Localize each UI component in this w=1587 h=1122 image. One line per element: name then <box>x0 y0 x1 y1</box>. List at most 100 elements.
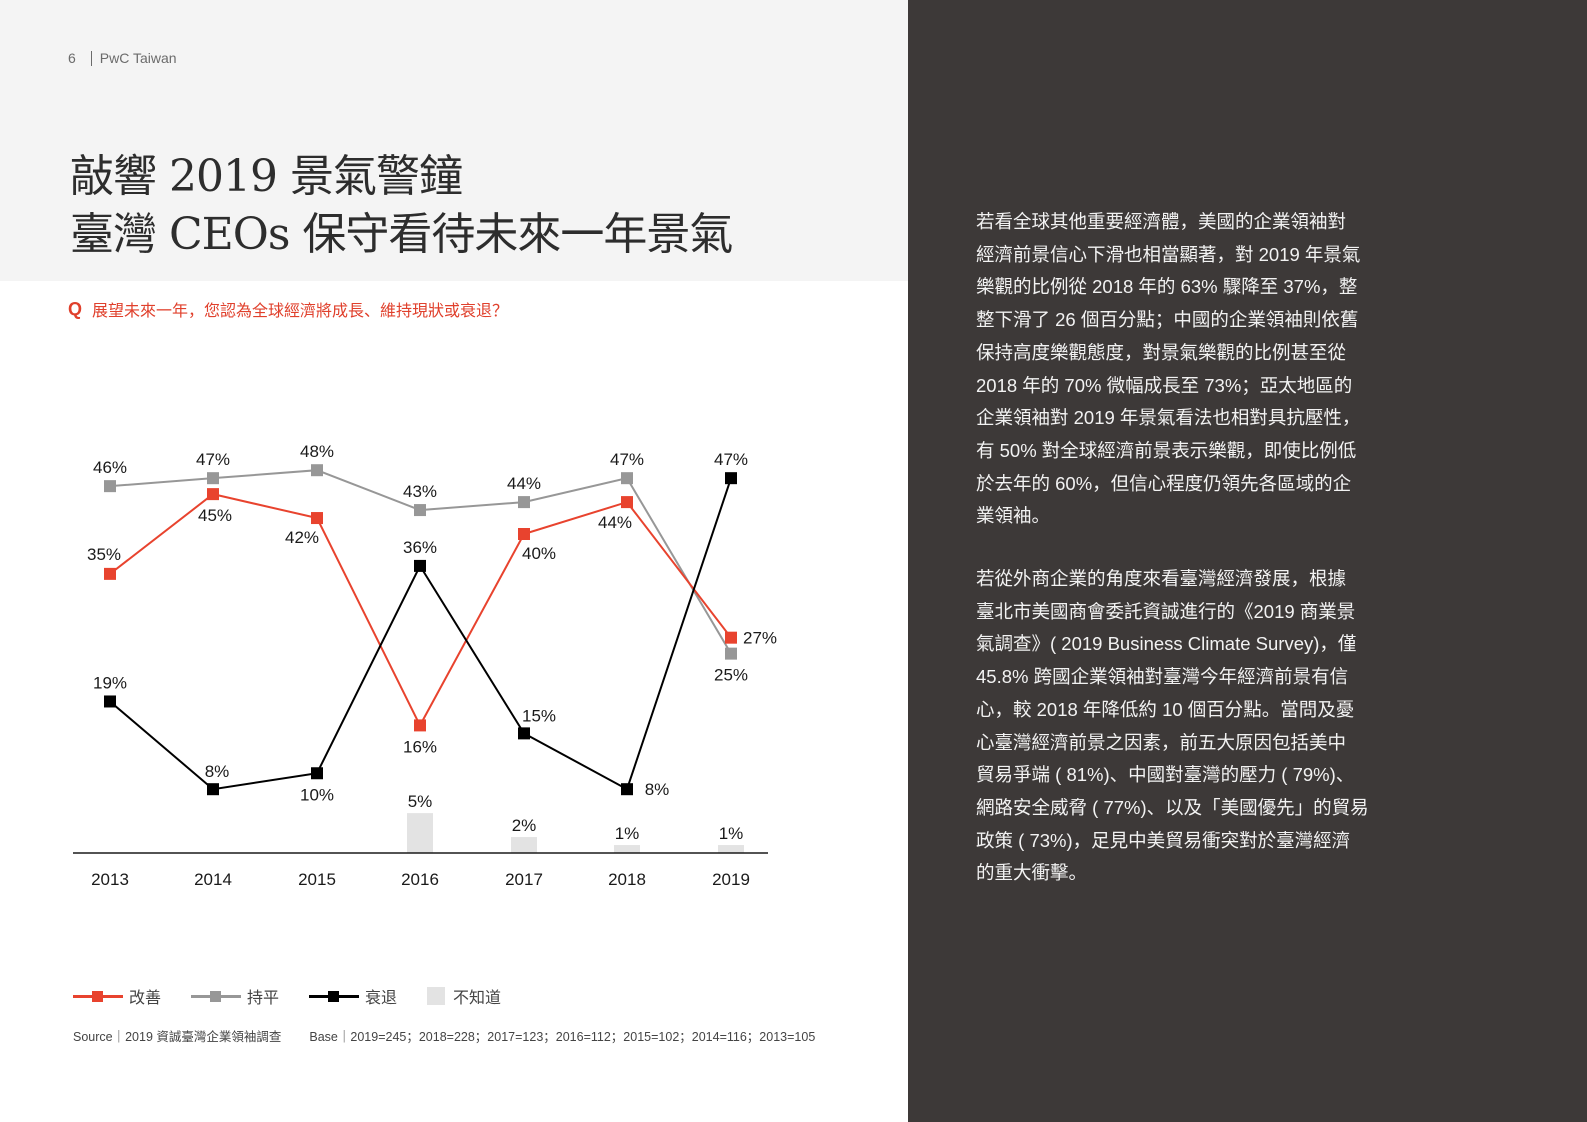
text-line: 整下滑了 26 個百分點；中國的企業領袖則依舊 <box>976 309 1359 331</box>
header-divider <box>90 50 92 66</box>
data-label: 47% <box>196 450 230 469</box>
text-line: 業領袖。 <box>976 505 1051 527</box>
page-number: 6 <box>68 50 76 66</box>
commentary-paragraph-1: 若看全球其他重要經濟體，美國的企業領袖對 經濟前景信心下滑也相當顯著，對 201… <box>976 206 1386 533</box>
data-point-marker <box>518 528 530 540</box>
text-line: 氣調查》( 2019 Business Climate Survey)，僅 <box>976 633 1357 655</box>
chart-legend: 改善 持平 衰退 不知道 <box>73 984 531 1008</box>
data-point-marker <box>725 631 737 644</box>
legend-marker <box>210 991 222 1002</box>
data-point-marker <box>104 480 116 493</box>
legend-item-decline: 衰退 <box>309 984 397 1008</box>
x-tick-label: 2019 <box>712 870 750 889</box>
legend-item-improve: 改善 <box>73 984 161 1008</box>
series-line <box>109 493 732 728</box>
text-line: 企業領袖對 2019 年景氣看法也相對具抗壓性， <box>976 407 1361 429</box>
text-line: 經濟前景信心下滑也相當顯著，對 2019 年景氣 <box>976 243 1361 265</box>
legend-label: 衰退 <box>365 990 398 1007</box>
data-label: 15% <box>522 706 556 725</box>
bar-label: 1% <box>615 824 640 843</box>
legend-item-unknown: 不知道 <box>427 984 501 1008</box>
bar-unknown <box>511 837 537 853</box>
legend-marker <box>328 991 340 1002</box>
data-point-marker <box>518 496 530 509</box>
question-marker: Q <box>68 298 83 319</box>
data-point-marker <box>621 496 633 509</box>
base-label: Base｜2019=245；2018=228；2017=123；2016=112… <box>309 1030 816 1044</box>
title-line-2: 臺灣 CEOs 保守看待未來一年景氣 <box>70 209 733 260</box>
commentary-paragraph-2: 若從外商企業的角度來看臺灣經濟發展，根據 臺北市美國商會委託資誠進行的《2019… <box>976 563 1386 890</box>
x-tick-label: 2016 <box>401 870 439 889</box>
series-line <box>109 469 732 655</box>
data-point-marker <box>311 767 323 780</box>
data-label: 47% <box>714 450 748 469</box>
x-tick-label: 2013 <box>91 870 129 889</box>
data-point-marker <box>725 472 737 485</box>
data-label: 44% <box>598 513 632 532</box>
data-point-marker <box>207 783 219 796</box>
data-point-marker <box>621 472 633 485</box>
text-line: 臺北市美國商會委託資誠進行的《2019 商業景 <box>976 600 1356 622</box>
legend-marker <box>92 991 103 1002</box>
text-line: 2018 年的 70% 微幅成長至 73%；亞太地區的 <box>976 374 1353 396</box>
text-line: 保持高度樂觀態度，對景氣樂觀的比例甚至從 <box>976 341 1347 363</box>
data-point-marker <box>414 559 426 572</box>
data-label: 8% <box>645 780 670 799</box>
legend-label: 改善 <box>129 990 162 1007</box>
data-label: 40% <box>522 544 556 563</box>
text-line: 若看全球其他重要經濟體，美國的企業領袖對 <box>976 211 1347 232</box>
title-line-1: 敲響 2019 景氣警鐘 <box>70 151 463 202</box>
text-line: 45.8% 跨國企業領袖對臺灣今年經濟前景有信 <box>976 666 1349 688</box>
x-tick-label: 2014 <box>194 870 232 889</box>
data-label: 36% <box>403 538 437 557</box>
data-label: 48% <box>300 442 334 461</box>
data-label: 25% <box>714 666 748 685</box>
bar-unknown <box>614 845 640 853</box>
data-label: 27% <box>743 629 777 648</box>
data-label: 42% <box>285 528 319 547</box>
legend-label: 持平 <box>247 990 280 1007</box>
text-line: 的重大衝擊。 <box>976 862 1088 884</box>
series-line <box>109 477 732 791</box>
x-tick-label: 2017 <box>505 870 543 889</box>
bar-swatch-icon <box>427 987 446 1005</box>
data-point-marker <box>104 695 116 708</box>
question-text: 展望未來一年，您認為全球經濟將成長、維持現狀或衰退？ <box>92 303 509 320</box>
bar-unknown <box>718 845 744 853</box>
text-line: 貿易爭端 ( 81%)、中國對臺灣的壓力 ( 79%)、 <box>976 764 1355 786</box>
data-point-marker <box>104 567 116 580</box>
data-point-marker <box>311 512 323 525</box>
data-point-marker <box>414 719 426 732</box>
chart-source: Source｜2019 資誠臺灣企業領袖調查 Base｜2019=245；2018… <box>73 1026 815 1045</box>
text-line: 於去年的 60%，但信心程度仍領先各區域的企 <box>976 472 1352 494</box>
line-marker-icon <box>309 989 360 1003</box>
text-line: 樂觀的比例從 2018 年的 63% 驟降至 37%，整 <box>976 276 1358 298</box>
bar-label: 1% <box>719 824 744 843</box>
source-label: Source｜2019 資誠臺灣企業領袖調查 <box>73 1030 282 1044</box>
text-line: 心臺灣經濟前景之因素，前五大原因包括美中 <box>976 731 1347 753</box>
data-point-marker <box>311 464 323 477</box>
header-band <box>0 0 908 281</box>
data-label: 46% <box>93 458 127 477</box>
data-point-marker <box>207 472 219 485</box>
bar-label: 2% <box>512 816 537 835</box>
data-label: 43% <box>403 482 437 501</box>
text-line: 若從外商企業的角度來看臺灣經濟發展，根據 <box>976 568 1347 589</box>
data-label: 44% <box>507 474 541 493</box>
data-label: 45% <box>198 506 232 525</box>
data-label: 10% <box>300 785 334 804</box>
data-label: 35% <box>87 545 121 564</box>
data-point-marker <box>621 783 633 796</box>
legend-item-flat: 持平 <box>191 984 279 1008</box>
data-label: 19% <box>93 673 127 692</box>
text-line: 心，較 2018 年降低約 10 個百分點。當問及憂 <box>976 698 1355 720</box>
data-point-marker <box>725 647 737 660</box>
bar-label: 5% <box>408 792 433 811</box>
data-point-marker <box>414 504 426 517</box>
data-label: 16% <box>403 737 437 756</box>
legend-label: 不知道 <box>453 990 502 1007</box>
text-line: 政策 ( 73%)，足見中美貿易衝突對於臺灣經濟 <box>976 829 1351 851</box>
page-header: 6 PwC Taiwan <box>68 50 177 66</box>
data-point-marker <box>518 727 530 740</box>
x-tick-label: 2015 <box>298 870 336 889</box>
